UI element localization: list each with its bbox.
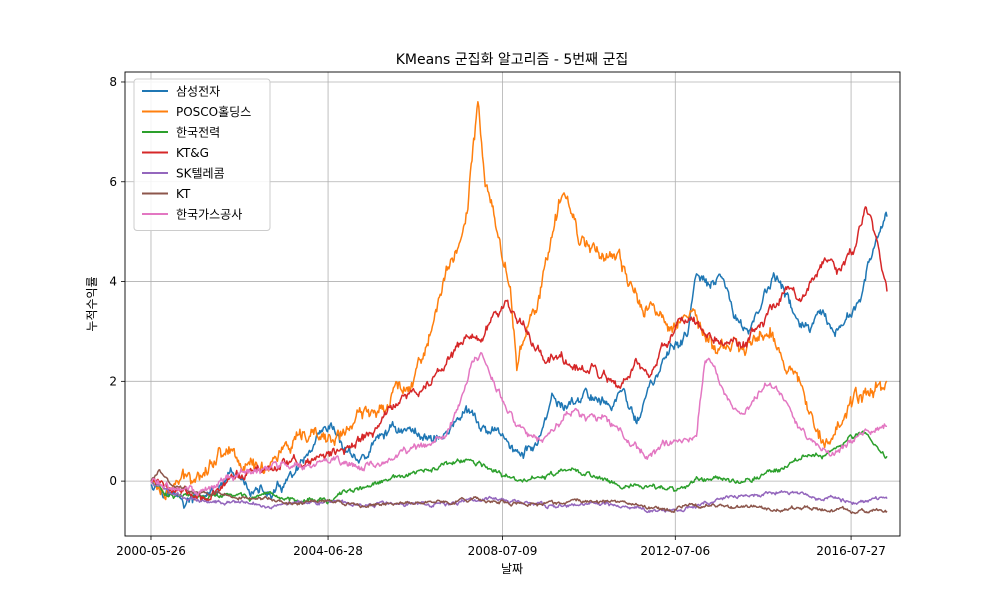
legend-label: 삼성전자 xyxy=(176,85,220,99)
y-axis-label: 누적수익률 xyxy=(85,276,99,331)
y-tick-label: 4 xyxy=(109,275,117,289)
x-tick-label: 2008-07-09 xyxy=(468,544,538,558)
legend-label: SK텔레콤 xyxy=(176,167,225,181)
series-line xyxy=(150,351,888,497)
series-line xyxy=(150,469,888,515)
legend-label: 한국가스공사 xyxy=(176,208,242,222)
series-line xyxy=(150,100,888,501)
legend-label: KT&G xyxy=(176,146,209,160)
series-layer xyxy=(150,100,888,515)
series-line xyxy=(150,430,888,505)
y-tick-label: 0 xyxy=(109,474,117,488)
x-tick-label: 2004-06-28 xyxy=(293,544,363,558)
legend-label: 한국전력 xyxy=(176,126,220,140)
x-tick-label: 2012-07-06 xyxy=(640,544,710,558)
x-axis-label: 날짜 xyxy=(501,562,523,576)
legend-label: KT xyxy=(176,187,191,201)
y-tick-label: 2 xyxy=(109,374,117,388)
plot-frame xyxy=(124,71,901,537)
series-line xyxy=(150,206,888,503)
x-tick-label: 2000-05-26 xyxy=(116,544,186,558)
chart-title: KMeans 군집화 알고리즘 - 5번째 군집 xyxy=(396,52,629,68)
series-line xyxy=(150,211,888,509)
legend-label: POSCO홀딩스 xyxy=(176,105,251,119)
y-tick-label: 8 xyxy=(109,75,117,89)
y-axis: 0 2 4 6 8 xyxy=(109,75,125,488)
x-tick-label: 2016-07-27 xyxy=(816,544,886,558)
y-tick-label: 6 xyxy=(109,175,117,189)
series-line xyxy=(150,480,888,514)
x-axis: 2000-05-26 2004-06-28 2008-07-09 2012-07-06… xyxy=(116,536,886,558)
